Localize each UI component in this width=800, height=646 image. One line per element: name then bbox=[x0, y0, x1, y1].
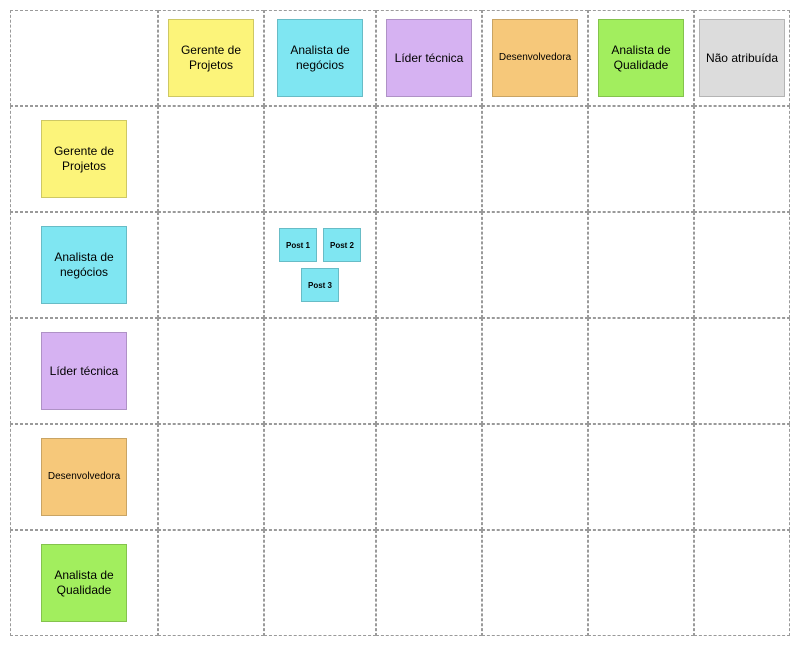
matrix-cell bbox=[694, 530, 790, 636]
post-note[interactable]: Post 3 bbox=[301, 268, 339, 302]
matrix-cell bbox=[588, 318, 694, 424]
matrix-cell bbox=[10, 10, 158, 106]
matrix-cell bbox=[376, 106, 482, 212]
matrix-cell: Líder técnica bbox=[10, 318, 158, 424]
posts-container: Post 1 Post 2 Post 3 bbox=[269, 217, 371, 313]
matrix-cell bbox=[694, 212, 790, 318]
role-card-label: Gerente de Projetos bbox=[46, 144, 122, 174]
column-header-card[interactable]: Analista de Qualidade bbox=[598, 19, 684, 97]
matrix-cell bbox=[482, 106, 588, 212]
matrix-cell bbox=[264, 318, 376, 424]
post-note-label: Post 3 bbox=[308, 281, 332, 290]
matrix-cell: Gerente de Projetos bbox=[10, 106, 158, 212]
matrix-cell: Não atribuída bbox=[694, 10, 790, 106]
post-note[interactable]: Post 1 bbox=[279, 228, 317, 262]
matrix-cell bbox=[158, 318, 264, 424]
matrix-cell bbox=[264, 424, 376, 530]
post-note[interactable]: Post 2 bbox=[323, 228, 361, 262]
post-note-label: Post 1 bbox=[286, 241, 310, 250]
column-header-card[interactable]: Analista de negócios bbox=[277, 19, 363, 97]
matrix-cell: Analista de negócios bbox=[264, 10, 376, 106]
role-card-label: Analista de negócios bbox=[46, 250, 122, 280]
matrix-cell bbox=[264, 530, 376, 636]
column-header-card[interactable]: Desenvolvedora bbox=[492, 19, 578, 97]
matrix-cell bbox=[588, 424, 694, 530]
matrix-cell bbox=[158, 424, 264, 530]
matrix-cell bbox=[694, 424, 790, 530]
column-header-card[interactable]: Não atribuída bbox=[699, 19, 785, 97]
matrix-cell: Analista de negócios bbox=[10, 212, 158, 318]
matrix-cell bbox=[482, 212, 588, 318]
matrix-cell bbox=[482, 530, 588, 636]
matrix-cell: Analista de Qualidade bbox=[10, 530, 158, 636]
row-header-card[interactable]: Analista de Qualidade bbox=[41, 544, 127, 622]
row-header-card[interactable]: Gerente de Projetos bbox=[41, 120, 127, 198]
role-card-label: Não atribuída bbox=[706, 51, 778, 66]
role-card-label: Analista de Qualidade bbox=[603, 43, 679, 73]
matrix-cell bbox=[588, 530, 694, 636]
row-header-card[interactable]: Desenvolvedora bbox=[41, 438, 127, 516]
matrix-cell bbox=[482, 424, 588, 530]
row-header-card[interactable]: Líder técnica bbox=[41, 332, 127, 410]
matrix-cell: Analista de Qualidade bbox=[588, 10, 694, 106]
column-header-card[interactable]: Gerente de Projetos bbox=[168, 19, 254, 97]
matrix-cell: Gerente de Projetos bbox=[158, 10, 264, 106]
row-header-card[interactable]: Analista de negócios bbox=[41, 226, 127, 304]
matrix-cell bbox=[158, 106, 264, 212]
role-matrix-grid: Gerente de Projetos Analista de negócios L… bbox=[10, 10, 790, 636]
matrix-cell bbox=[376, 212, 482, 318]
role-card-label: Gerente de Projetos bbox=[173, 43, 249, 73]
matrix-cell bbox=[694, 318, 790, 424]
role-card-label: Desenvolvedora bbox=[48, 471, 120, 484]
matrix-cell bbox=[376, 318, 482, 424]
matrix-cell bbox=[588, 212, 694, 318]
role-card-label: Analista de negócios bbox=[282, 43, 358, 73]
role-card-label: Analista de Qualidade bbox=[46, 568, 122, 598]
role-card-label: Líder técnica bbox=[50, 364, 119, 379]
matrix-cell: Post 1 Post 2 Post 3 bbox=[264, 212, 376, 318]
matrix-cell bbox=[482, 318, 588, 424]
matrix-cell: Desenvolvedora bbox=[482, 10, 588, 106]
column-header-card[interactable]: Líder técnica bbox=[386, 19, 472, 97]
role-card-label: Desenvolvedora bbox=[499, 52, 571, 65]
matrix-cell bbox=[158, 212, 264, 318]
matrix-cell: Líder técnica bbox=[376, 10, 482, 106]
matrix-cell bbox=[264, 106, 376, 212]
post-note-label: Post 2 bbox=[330, 241, 354, 250]
role-card-label: Líder técnica bbox=[395, 51, 464, 66]
matrix-cell bbox=[158, 530, 264, 636]
matrix-cell bbox=[376, 530, 482, 636]
matrix-cell bbox=[588, 106, 694, 212]
matrix-cell bbox=[376, 424, 482, 530]
matrix-cell: Desenvolvedora bbox=[10, 424, 158, 530]
matrix-cell bbox=[694, 106, 790, 212]
